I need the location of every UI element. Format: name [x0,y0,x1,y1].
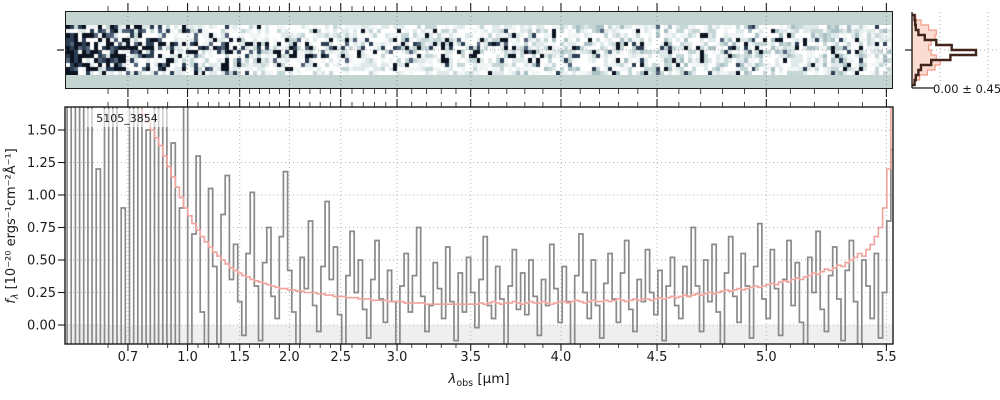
y-axis-label: fλ [10⁻²⁰ ergs⁻¹cm⁻²Å⁻¹] [3,148,21,304]
x-tick-label: 5.0 [756,350,777,365]
histogram-residuals-outline [912,13,978,87]
y-tick-label: 1.50 [27,124,56,139]
y-tick-label: 0.00 [27,319,56,334]
error-step-line [137,107,892,305]
1d-spectrum-panel: 0.7 1.0 1.5 2.0 2.5 3.0 3.5 4.0 4.5 5.0 5.5 0.000.… [3,106,897,389]
residual-histogram-panel: 0.00 ± 0.45 [905,12,1000,96]
x-tick-label: 1.0 [177,350,198,365]
x-tick-label: 3.5 [460,350,481,365]
strip-gridlines [66,12,892,88]
x-tick-label: 2.5 [330,350,351,365]
y-tick-label: 0.50 [27,254,56,269]
x-tick-labels: 0.7 1.0 1.5 2.0 2.5 3.0 3.5 4.0 4.5 5.0 5.5 [118,350,897,365]
y-tick-label: 0.75 [27,221,56,236]
main-plot-frame [64,106,894,345]
y-tick-label: 1.25 [27,156,56,171]
source-id-label-box [87,109,168,127]
source-id-label: 5105_3854 [87,109,168,127]
x-tick-label: 3.0 [387,350,408,365]
residual-stats-annotation: 0.00 ± 0.45 [933,82,1000,96]
x-tick-label: 0.7 [118,350,139,365]
main-axis-ticks [58,129,887,351]
x-tick-label: 4.5 [647,350,668,365]
y-tick-label: 1.00 [27,189,56,204]
y-tick-label: 0.25 [27,286,56,301]
y-tick-labels: 0.00 0.25 0.50 0.75 1.00 1.25 1.50 [27,124,56,334]
x-tick-label: 5.5 [876,350,897,365]
source-id-text: 5105_3854 [96,112,158,125]
below-zero-band [65,325,893,344]
x-axis-label: λobs [μm] [447,371,509,389]
strip-ticks [57,3,887,107]
x-tick-label: 1.5 [229,350,250,365]
x-tick-label: 2.0 [279,350,300,365]
histogram-gridlines [912,12,998,88]
x-tick-label: 4.0 [551,350,572,365]
